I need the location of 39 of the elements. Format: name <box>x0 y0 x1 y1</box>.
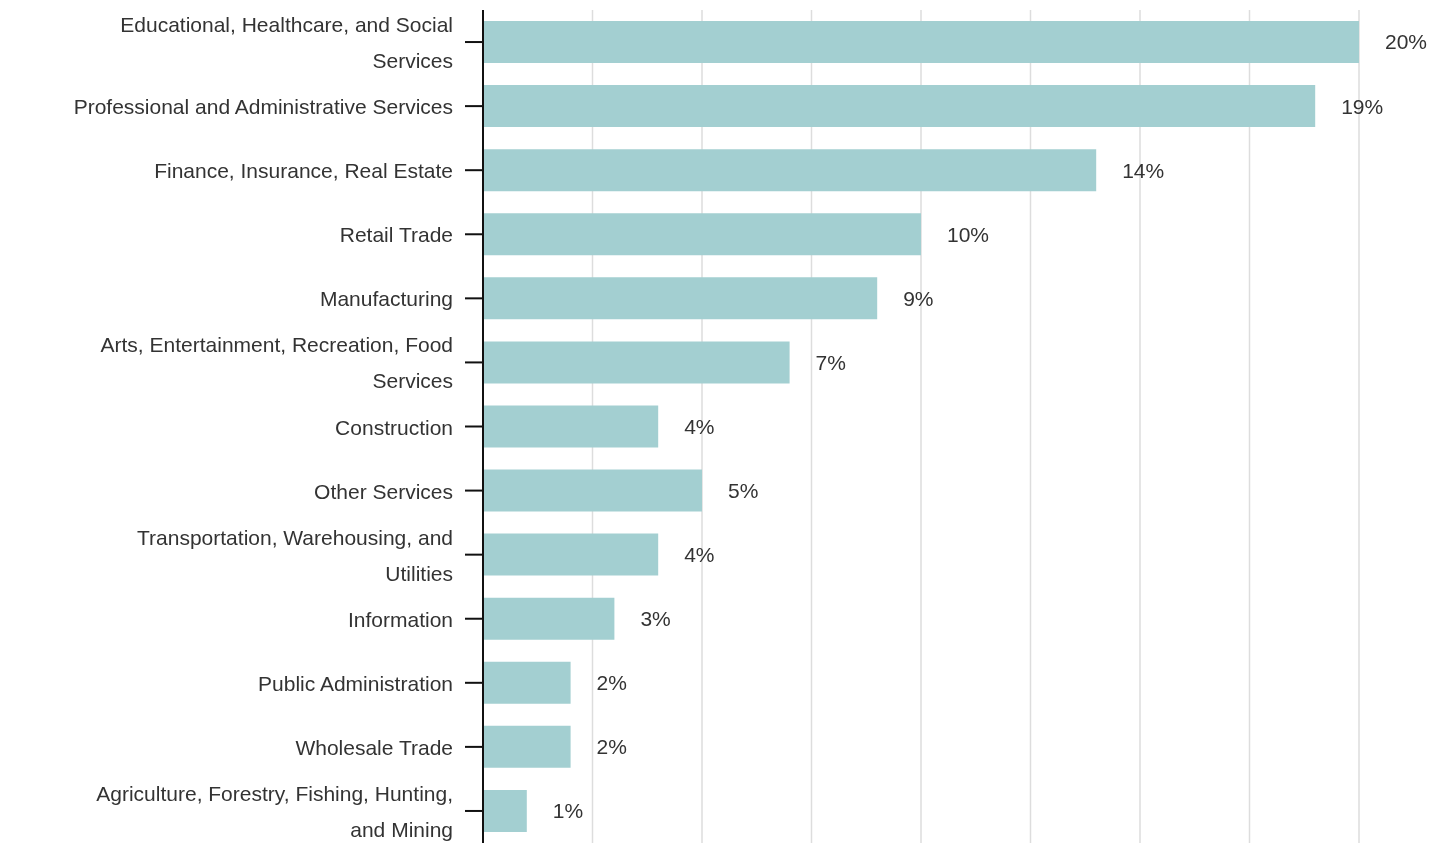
bar <box>483 597 615 640</box>
data-label: 2% <box>596 671 627 695</box>
data-label: 3% <box>640 607 671 631</box>
y-tick-label: Information <box>347 607 453 631</box>
data-label: 4% <box>684 414 715 438</box>
bar <box>483 21 1359 63</box>
data-label: 1% <box>552 799 584 823</box>
data-label: 20% <box>1385 30 1428 54</box>
bar <box>483 213 921 256</box>
y-tick-label: Educational, Healthcare, and Social Services <box>120 12 453 72</box>
data-label: 10% <box>947 222 990 246</box>
data-label: 19% <box>1341 94 1384 118</box>
y-tick-label: Retail Trade <box>339 222 453 246</box>
bar <box>483 149 1097 192</box>
y-tick-label: Agriculture, Forestry, Fishing, Hunting, and Mining <box>96 781 453 841</box>
data-label: 9% <box>903 286 934 310</box>
data-label: 7% <box>815 350 846 374</box>
data-label: 5% <box>728 478 759 502</box>
bar <box>483 533 659 576</box>
bar <box>483 341 790 384</box>
y-tick-label: Other Services <box>314 479 453 503</box>
bar <box>483 469 702 512</box>
y-tick-label: Manufacturing <box>319 286 453 310</box>
bar <box>483 661 571 704</box>
data-label: 4% <box>684 543 715 567</box>
y-tick-label: Transportation, Warehousing, and Utilities <box>137 525 453 585</box>
y-tick-label: Wholesale Trade <box>295 735 453 759</box>
y-tick-label: Finance, Insurance, Real Estate <box>154 158 453 182</box>
y-tick-label: Arts, Entertainment, Recreation, Food Services <box>100 332 453 392</box>
data-label: 14% <box>1122 158 1165 182</box>
y-tick-label: Professional and Administrative Services <box>73 94 453 118</box>
bar <box>483 277 878 320</box>
y-tick-label: Public Administration <box>258 671 453 695</box>
y-tick-label: Construction <box>335 415 453 438</box>
bar <box>483 85 1316 128</box>
bar <box>483 405 659 448</box>
data-label: 2% <box>596 735 627 759</box>
bar <box>483 789 527 832</box>
bar <box>483 725 571 768</box>
